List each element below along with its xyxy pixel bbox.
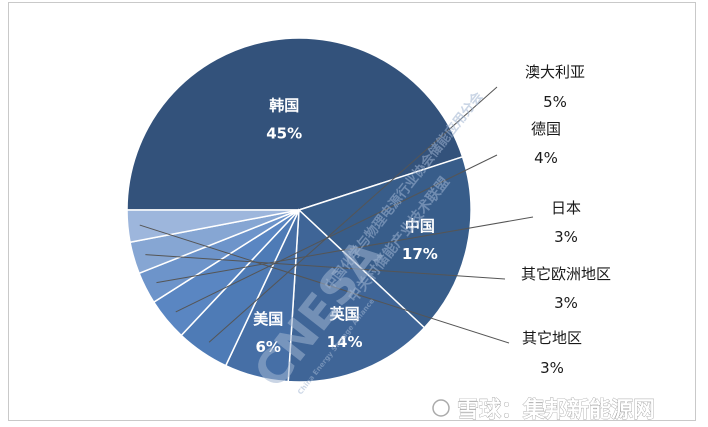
snowball-logo-icon [432,399,450,417]
slice-label: 其它地区 [522,329,582,347]
slice-label: 其它欧洲地区 [521,265,611,283]
slice-value-label: 3% [554,294,578,312]
footer-source: 雪球：集邦新能源网 [432,397,655,422]
pie-chart: 韩国 45% 中国 17% 英国 14% 美国 6% 澳大利亚 5% 德国 4% 日本 3% 其它欧洲地区 3… [126,37,655,422]
leader-line [208,86,498,343]
slice-label: 日本 [551,199,581,217]
slice-label: 澳大利亚 [525,63,585,81]
slice-label: 英国 [330,305,360,323]
slice-label: 美国 [253,310,283,328]
slice-value-label: 3% [540,359,564,377]
pie-slice [126,209,300,244]
pie-slice [126,37,464,211]
slice-label: 中国 [405,217,435,235]
slice-value-label: 5% [543,93,567,111]
chart-frame: 韩国 45% 中国 17% 英国 14% 美国 6% 澳大利亚 5% 德国 4% 日本 3% 其它欧洲地区 3… [8,2,696,422]
pie-slice [287,208,426,383]
slice-value-label: 17% [402,245,438,263]
slice-value-label: 45% [266,125,302,143]
leader-line [156,216,534,284]
leader-line [139,224,510,344]
slice-value-label: 14% [327,333,363,351]
slice-label: 韩国 [269,97,299,115]
slice-value-label: 3% [554,228,578,246]
slice-value-label: 6% [255,338,280,356]
leader-line [175,154,498,313]
slice-value-label: 4% [534,149,558,167]
leader-line [145,254,506,280]
footer-source-text: 雪球：集邦新能源网 [457,397,655,422]
slice-label: 德国 [531,120,561,138]
